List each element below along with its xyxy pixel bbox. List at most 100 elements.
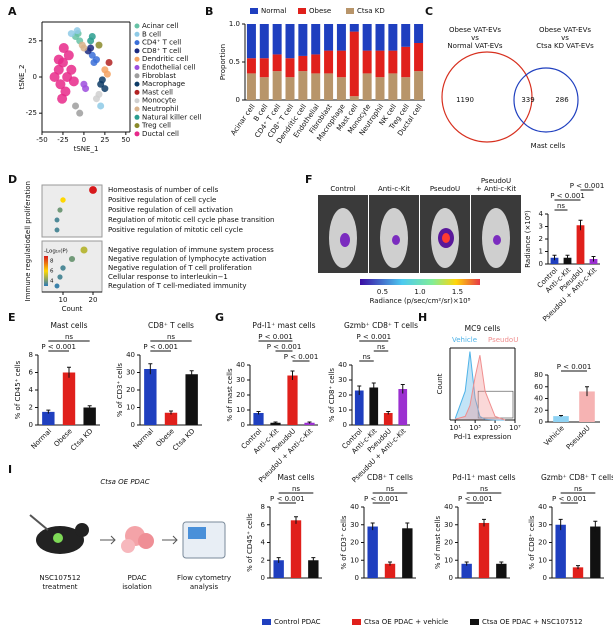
chart-title: Gzmb⁺ CD8⁺ T cells [541, 473, 613, 482]
colorbar-tick-label: 0.5 [377, 288, 388, 296]
y-axis-label: % of CD3⁺ cells [116, 363, 124, 418]
legend-label: Endothelial cell [142, 64, 196, 72]
legend-label: Control PDAC [274, 618, 321, 626]
chart-title: Pd-l1⁺ mast cells [452, 473, 515, 482]
y-tick-label: 0 [261, 574, 265, 582]
point [66, 64, 77, 75]
y-axis-label: % of CD8⁺ cells [328, 368, 336, 423]
y-tick-label: 25 [28, 37, 37, 45]
y-tick-label: 0 [236, 96, 240, 104]
point [76, 109, 84, 117]
bar [83, 407, 96, 425]
error-bar [386, 411, 391, 415]
x-axis-label: Count [62, 305, 83, 313]
y-tick-label: 30 [338, 376, 347, 384]
bar [185, 374, 198, 425]
error-bar [371, 382, 376, 392]
bar-segment [272, 54, 282, 72]
error-bar [276, 557, 281, 563]
bar [478, 522, 490, 578]
bar-segment [388, 50, 398, 74]
point [92, 56, 100, 64]
x-tick-label: PseudoU [565, 424, 592, 451]
error-bar [591, 256, 596, 262]
y-axis-label: % of CD8⁺ cells [528, 515, 536, 570]
venn-count: 1190 [456, 96, 474, 104]
group-label: Immune regulation [24, 235, 32, 302]
legend-label: Neutrophil [142, 105, 179, 113]
bar [579, 391, 595, 422]
color-tick-label: 4 [50, 279, 54, 285]
legend-label: Dendritic cell [142, 55, 188, 63]
error-bar [189, 370, 194, 378]
x-tick-label: 10⁷ [509, 424, 521, 432]
bar-segment [272, 24, 282, 55]
bar-segment [298, 55, 308, 72]
y-tick-label: 10 [338, 406, 347, 414]
error-bar [148, 363, 153, 375]
bar [62, 372, 76, 425]
y-tick-label: 0 [449, 574, 453, 582]
bar [383, 413, 393, 425]
y-tick-label: 20 [350, 539, 359, 547]
legend-label: Treg cell [141, 122, 171, 130]
radiance-colorbar [360, 279, 480, 285]
venn-title: vs [561, 34, 569, 42]
y-tick-label: 8 [29, 351, 33, 359]
bar-segment [311, 73, 321, 100]
y-tick-label: 1 [539, 248, 543, 256]
colorbar-label: Radiance (p/sec/cm²/sr)×10⁸ [370, 297, 471, 305]
legend-label: CD8⁺ T cell [142, 47, 181, 55]
y-tick-label: 0 [539, 418, 543, 426]
f-mouse-images [318, 195, 521, 273]
y-tick-label: 0 [539, 260, 543, 268]
y-tick-label: 0 [131, 421, 135, 429]
panel-bg [41, 240, 103, 293]
bar [555, 524, 566, 578]
group-label: Cell proliferation [24, 181, 32, 239]
term-label: Homeostasis of number of cells [108, 186, 219, 194]
y-tick-label: 40 [444, 503, 453, 511]
annotation: ns [557, 202, 565, 210]
signal [392, 235, 400, 245]
bar [384, 563, 396, 578]
panel-label: I [8, 463, 12, 476]
bar-segment [414, 71, 424, 100]
bar-segment [349, 31, 359, 97]
chart-title: CD8⁺ T cells [148, 321, 194, 330]
error-bar [576, 565, 580, 570]
signal [493, 235, 501, 245]
y-tick-label: 20 [538, 539, 547, 547]
y-tick-label: 30 [538, 521, 547, 529]
x-tick-label: -50 [36, 136, 47, 144]
venn-caption: Mast cells [531, 142, 566, 150]
legend-label: Ductal cell [142, 130, 179, 138]
arrow [100, 535, 116, 545]
bar [164, 412, 178, 425]
x-tick-label: Normal [30, 427, 54, 451]
y-tick-label: 6 [29, 369, 34, 377]
dot [60, 265, 66, 271]
y-tick-label: 30 [126, 369, 135, 377]
bar-segment [401, 24, 411, 47]
y-axis-label: tSNE_2 [18, 65, 26, 90]
point [49, 72, 60, 82]
legend-label: Mast cell [142, 88, 173, 96]
bar [354, 390, 364, 425]
error-bar [273, 421, 278, 424]
bar-segment [388, 24, 398, 51]
mouse-head [75, 523, 89, 537]
point [95, 90, 103, 98]
bar-segment [298, 71, 308, 100]
dot [54, 283, 60, 289]
y-tick-label: 40 [338, 361, 347, 369]
annotation: ns [362, 353, 370, 361]
annotation: P < 0.001 [570, 182, 605, 190]
bar [576, 225, 585, 264]
image-label: + Anti-c-Kit [476, 185, 516, 193]
tissue [121, 539, 135, 553]
venn-circle [441, 51, 533, 143]
error-bar [464, 561, 469, 566]
y-tick-label: 4 [261, 539, 266, 547]
color-tick-label: 6 [50, 269, 54, 275]
